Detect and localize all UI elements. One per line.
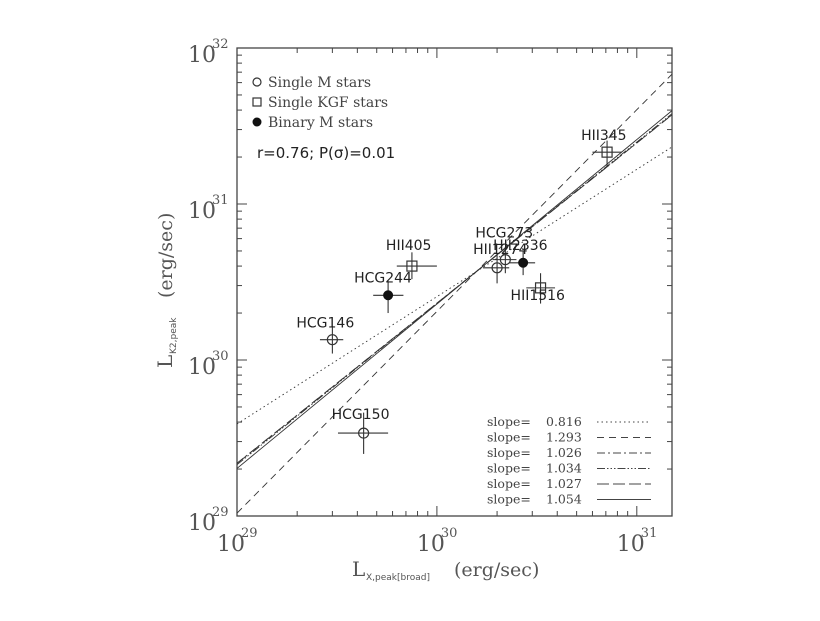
open-square-marker [601, 146, 613, 158]
slope-legend-label: slope= [487, 445, 531, 460]
y-label-subscript: K2,peak [169, 317, 179, 354]
fit-line-solid [237, 110, 672, 469]
open-circle-marker [491, 262, 503, 274]
axis-ticks [236, 47, 672, 517]
y-tick-label: 10 [188, 43, 216, 68]
x-tick-label: 10 [617, 532, 645, 557]
x-axis-label: L X,peak[broad] (erg/sec) [352, 557, 539, 583]
data-point-hii345 [592, 140, 622, 167]
legend-label-single-m: Single M stars [268, 75, 371, 91]
x-tick-label-exponent: 30 [441, 526, 458, 541]
slope-legend-label: slope= [487, 461, 531, 476]
legend-label-single-kgf: Single KGF stars [268, 95, 388, 111]
slope-legend-label: slope= [487, 414, 531, 429]
y-tick-label: 10 [188, 511, 216, 536]
open-square-marker [534, 282, 547, 294]
slope-legend-value: 1.293 [546, 430, 582, 445]
x-label-units: (erg/sec) [454, 559, 539, 581]
point-label-hii1516: HII1516 [511, 288, 566, 304]
point-label-hii1274: HII1274 [473, 242, 528, 258]
slope-legend-value: 0.816 [546, 414, 582, 429]
x-tick-label-exponent: 31 [641, 526, 658, 541]
point-label-hcg244: HCG244 [354, 270, 412, 286]
y-tick-label-exponent: 29 [212, 505, 229, 520]
point-label-hii405: HII405 [386, 238, 432, 254]
y-tick-label-exponent: 30 [212, 349, 229, 364]
y-tick-label: 10 [188, 199, 216, 224]
data-point-hcg146 [319, 326, 344, 354]
data-point-hii1516 [526, 273, 556, 304]
data-point-hcg273 [492, 247, 517, 274]
slope-legend-label: slope= [487, 476, 531, 491]
data-point-hii405 [396, 252, 437, 280]
slope-legend-value: 1.054 [546, 492, 582, 507]
plot-frame [236, 47, 673, 517]
x-tick-label: 10 [417, 532, 445, 557]
x-label-subscript: X,peak[broad] [366, 573, 430, 583]
point-label-hcg150: HCG150 [332, 407, 390, 423]
point-label-hcg146: HCG146 [296, 316, 354, 332]
slope-legend-value: 1.034 [546, 461, 582, 476]
x-tick-label-exponent: 29 [241, 526, 258, 541]
open-square-marker [406, 260, 418, 272]
open-circle-marker [358, 427, 370, 439]
legend-marker-open-circle-icon [252, 77, 262, 87]
fit-line-dotted [237, 146, 672, 425]
slope-legend-value: 1.026 [546, 445, 582, 460]
x-label-prefix: L [352, 557, 365, 581]
legend-label-binary-m: Binary M stars [268, 115, 373, 131]
y-label-units: (erg/sec) [155, 213, 177, 298]
slope-legend: slope= 0.816 slope= 1.293 slope= 1.026 slope= 1… [487, 414, 651, 507]
data-points [319, 140, 622, 454]
open-circle-marker [499, 254, 511, 266]
y-tick-label-exponent: 31 [212, 193, 229, 208]
open-circle-marker [326, 334, 338, 346]
y-tick-label: 10 [188, 355, 216, 380]
fit-line-dashed [237, 73, 672, 514]
fit-line-dashdotdotdot [237, 113, 672, 466]
y-tick-label-exponent: 32 [212, 37, 229, 52]
slope-legend-value: 1.027 [546, 476, 582, 491]
legend-marker-filled-circle-icon [252, 117, 262, 127]
point-label-hii2336: HII2336 [493, 238, 548, 254]
x-tick-label: 10 [217, 532, 245, 557]
slope-legend-label: slope= [487, 430, 531, 445]
data-point-hcg150 [337, 412, 389, 454]
y-label-prefix: L [153, 355, 177, 368]
filled-circle-marker [383, 290, 394, 301]
slope-legend-label: slope= [487, 492, 531, 507]
fit-lines [237, 73, 672, 514]
correlation-annotation: r=0.76; P(σ)=0.01 [257, 144, 395, 162]
point-label-hcg273: HCG273 [475, 226, 533, 242]
data-point-hcg244 [373, 281, 404, 314]
y-axis-label: L K2,peak (erg/sec) [153, 213, 179, 368]
filled-circle-marker [518, 257, 529, 268]
data-point-hii2336 [509, 250, 536, 276]
legend-marker-open-square-icon [252, 97, 262, 107]
marker-legend: Single M stars Single KGF stars Binary M… [252, 75, 388, 131]
point-label-hii345: HII345 [581, 128, 627, 144]
